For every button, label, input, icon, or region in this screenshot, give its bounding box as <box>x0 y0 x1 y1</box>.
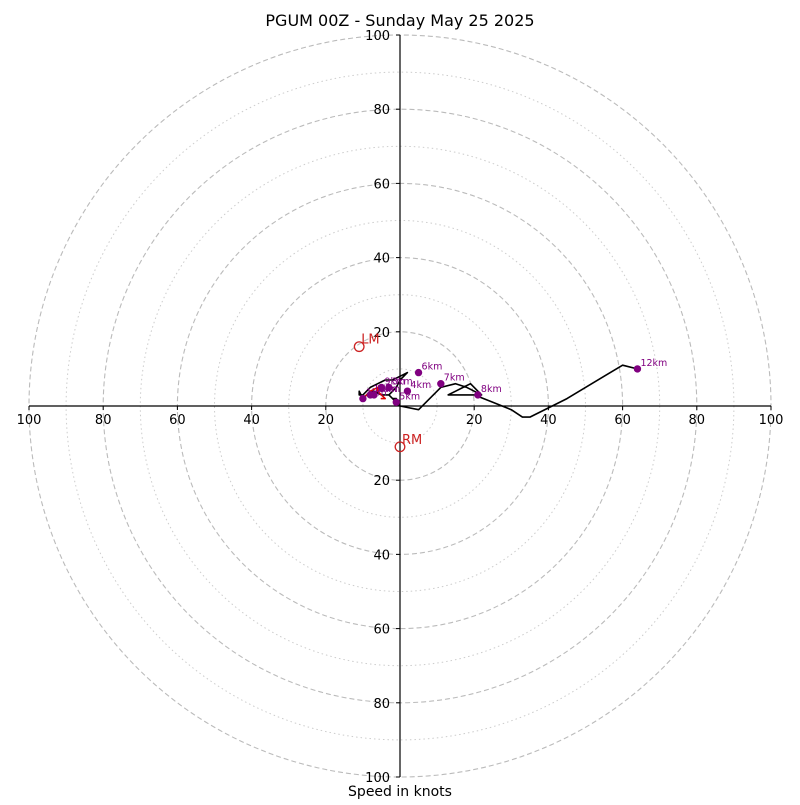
x-axis-label: Speed in knots <box>348 784 452 800</box>
height-marker-label-7km: 7km <box>444 373 465 384</box>
tick-label-left-60: 60 <box>169 413 186 428</box>
tick-label-bottom-20: 20 <box>373 474 390 489</box>
height-marker-label-4km: 4km <box>410 380 431 391</box>
height-marker-5km <box>392 398 400 406</box>
height-markers: 1km2km3km4km5km6km7km8km9km10km12km <box>359 358 667 406</box>
height-marker-12km <box>633 365 642 373</box>
storm-motion-marker-lm <box>353 341 365 353</box>
storm-motion-label-lm: LM <box>361 333 379 348</box>
height-marker-10km <box>366 391 375 399</box>
height-marker-label-10km: 10km <box>373 384 400 395</box>
height-marker-label-6km: 6km <box>422 362 443 373</box>
height-marker-9km <box>377 383 386 392</box>
height-marker-6km <box>414 368 423 377</box>
ring-labels: 20 20 20 20 40 40 40 40 60 60 60 60 80 80 80 80 100 100 10… <box>17 29 784 786</box>
storm-motion-label-rm: RM <box>402 433 422 448</box>
storm-motion-marker-rm <box>394 441 406 453</box>
tick-label-top-20: 20 <box>373 326 390 341</box>
tick-label-left-20: 20 <box>318 413 335 428</box>
tick-label-top-40: 40 <box>373 252 390 267</box>
tick-label-right-40: 40 <box>540 413 557 428</box>
chart-title: PGUM 00Z - Sunday May 25 2025 <box>265 11 534 30</box>
height-marker-label-9km: 9km <box>384 376 405 387</box>
height-marker-label-12km: 12km <box>640 358 667 369</box>
height-marker-label-8km: 8km <box>481 384 502 395</box>
height-marker-label-5km: 5km <box>399 391 420 402</box>
tick-label-bottom-80: 80 <box>373 697 390 712</box>
tick-label-bottom-100: 100 <box>365 771 390 786</box>
tick-label-bottom-60: 60 <box>373 623 390 638</box>
height-marker-3km <box>385 383 393 392</box>
tick-label-top-100: 100 <box>365 29 390 44</box>
height-marker-4km <box>403 387 412 395</box>
tick-label-left-100: 100 <box>17 413 42 428</box>
height-marker-7km <box>437 380 445 388</box>
height-marker-8km <box>474 391 482 399</box>
tick-label-right-100: 100 <box>759 413 784 428</box>
tick-label-right-60: 60 <box>614 413 631 428</box>
tick-label-bottom-40: 40 <box>373 548 390 563</box>
storm-motion-markers: LM RM <box>353 333 422 453</box>
tick-label-left-40: 40 <box>243 413 260 428</box>
height-marker-1km <box>359 394 367 403</box>
tick-label-top-60: 60 <box>373 177 390 192</box>
tick-label-right-80: 80 <box>689 413 706 428</box>
tick-label-top-80: 80 <box>373 103 390 118</box>
tick-label-right-20: 20 <box>466 413 483 428</box>
tick-label-left-80: 80 <box>95 413 112 428</box>
height-marker-label-3km: 3km <box>392 376 413 387</box>
